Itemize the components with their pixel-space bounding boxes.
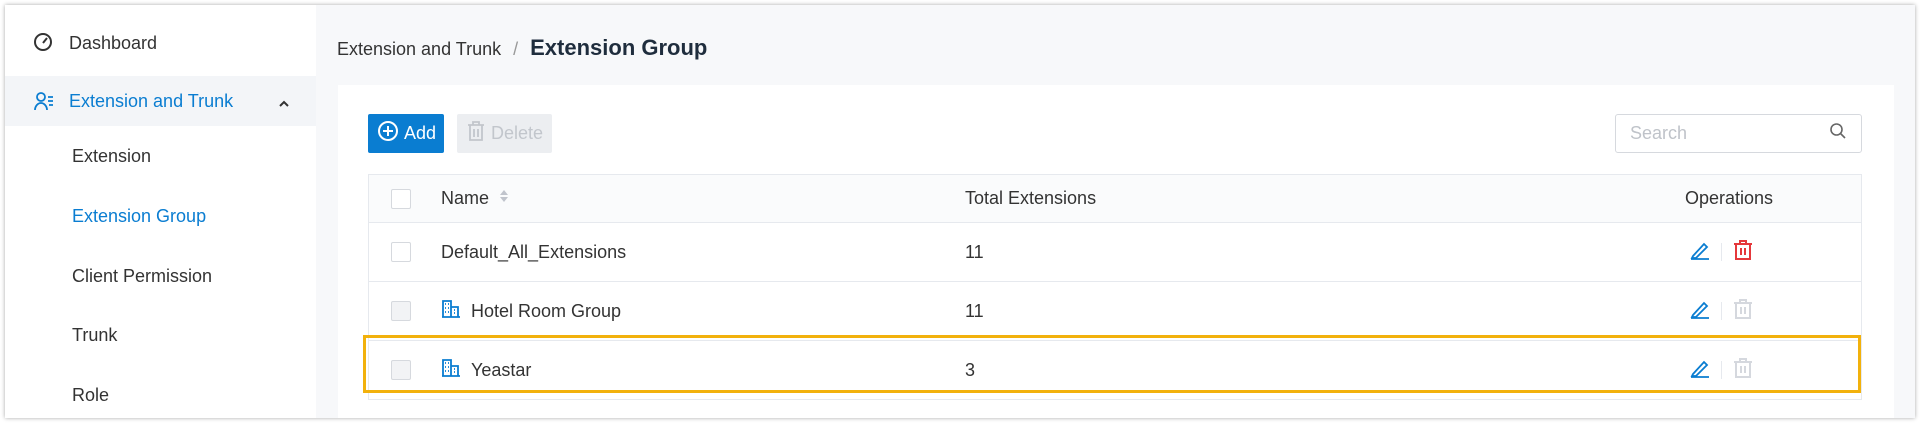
table-row: Default_All_Extensions 11	[369, 223, 1861, 282]
chevron-up-icon[interactable]	[278, 93, 290, 114]
total-extensions: 11	[965, 300, 984, 321]
sidebar-item-dashboard[interactable]: Dashboard	[5, 25, 316, 61]
app-window: Dashboard Extension and Trunk Extension …	[5, 5, 1915, 418]
table-row: Yeastar 3	[369, 341, 1861, 400]
row-checkbox[interactable]	[391, 242, 411, 262]
search-box	[1615, 114, 1862, 153]
sidebar-item-label: Extension Group	[72, 205, 207, 226]
sidebar-item-label: Trunk	[72, 324, 118, 345]
trash-icon[interactable]	[1732, 239, 1754, 266]
organization-icon	[441, 358, 461, 383]
trash-icon	[1732, 357, 1754, 384]
column-label: Name	[441, 188, 490, 208]
delete-button[interactable]: Delete	[457, 114, 552, 153]
divider	[1721, 361, 1722, 379]
page-title: Extension Group	[530, 35, 708, 60]
group-name: Default_All_Extensions	[441, 241, 627, 262]
search-icon[interactable]	[1829, 122, 1847, 145]
search-input[interactable]	[1630, 123, 1810, 144]
select-all-checkbox[interactable]	[391, 188, 411, 209]
sidebar-item-label: Client Permission	[72, 265, 213, 286]
breadcrumb: Extension and Trunk / Extension Group	[337, 35, 707, 61]
dashboard-gauge-icon	[33, 32, 55, 54]
breadcrumb-separator: /	[513, 39, 519, 59]
table-header: Name Total Extensions Operations	[369, 175, 1861, 223]
sort-icon[interactable]	[499, 188, 509, 209]
sidebar: Dashboard Extension and Trunk Extension …	[5, 5, 316, 418]
group-name: Yeastar	[471, 359, 532, 380]
add-label: Add	[404, 123, 437, 143]
delete-label: Delete	[491, 123, 544, 143]
divider	[1721, 302, 1722, 320]
sidebar-item-label: Extension	[72, 145, 152, 166]
breadcrumb-parent[interactable]: Extension and Trunk	[337, 39, 502, 59]
sidebar-item-extension[interactable]: Extension	[5, 138, 316, 174]
sidebar-item-label: Extension and Trunk	[69, 90, 234, 111]
sidebar-item-role[interactable]: Role	[5, 377, 316, 413]
users-list-icon	[33, 90, 55, 112]
add-button[interactable]: Add	[368, 114, 444, 153]
total-extensions: 11	[965, 241, 984, 262]
edit-icon[interactable]	[1689, 239, 1711, 266]
sidebar-item-extension-group[interactable]: Extension Group	[5, 198, 316, 234]
total-extensions: 3	[965, 359, 976, 380]
trash-icon	[466, 120, 486, 147]
sidebar-item-label: Role	[72, 384, 110, 405]
trash-icon	[1732, 298, 1754, 325]
column-operations: Operations	[1685, 188, 1774, 208]
row-checkbox	[391, 360, 411, 380]
edit-icon[interactable]	[1689, 357, 1711, 384]
sidebar-item-trunk[interactable]: Trunk	[5, 317, 316, 353]
group-name: Hotel Room Group	[471, 300, 622, 321]
plus-circle-icon	[377, 120, 399, 147]
sidebar-item-extension-and-trunk[interactable]: Extension and Trunk	[5, 76, 316, 126]
sidebar-item-label: Dashboard	[69, 32, 158, 53]
organization-icon	[441, 299, 461, 324]
extension-group-table: Name Total Extensions Operations Default…	[368, 174, 1862, 400]
row-checkbox	[391, 301, 411, 321]
divider	[1721, 243, 1722, 261]
table-row: Hotel Room Group 11	[369, 282, 1861, 341]
content-card: Add Delete Name Total Extensions Operati…	[338, 85, 1894, 418]
column-total-extensions: Total Extensions	[965, 188, 1097, 208]
sidebar-item-client-permission[interactable]: Client Permission	[5, 258, 316, 294]
edit-icon[interactable]	[1689, 298, 1711, 325]
column-name[interactable]: Name	[441, 188, 509, 209]
